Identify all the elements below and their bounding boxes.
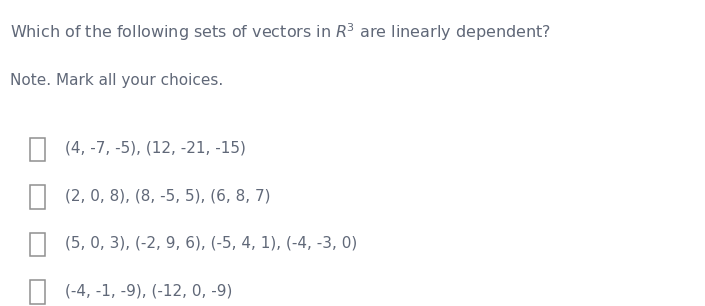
FancyBboxPatch shape <box>30 280 45 304</box>
Text: (5, 0, 3), (-2, 9, 6), (-5, 4, 1), (-4, -3, 0): (5, 0, 3), (-2, 9, 6), (-5, 4, 1), (-4, … <box>65 236 357 251</box>
FancyBboxPatch shape <box>30 185 45 209</box>
FancyBboxPatch shape <box>30 138 45 162</box>
Text: (-4, -1, -9), (-12, 0, -9): (-4, -1, -9), (-12, 0, -9) <box>65 283 232 298</box>
Text: (4, -7, -5), (12, -21, -15): (4, -7, -5), (12, -21, -15) <box>65 141 246 156</box>
Text: (2, 0, 8), (8, -5, 5), (6, 8, 7): (2, 0, 8), (8, -5, 5), (6, 8, 7) <box>65 188 270 203</box>
Text: Note. Mark all your choices.: Note. Mark all your choices. <box>10 73 223 88</box>
Text: Which of the following sets of vectors in $\mathbf{\mathit{R}}^3$ are linearly d: Which of the following sets of vectors i… <box>10 21 551 43</box>
FancyBboxPatch shape <box>30 233 45 256</box>
